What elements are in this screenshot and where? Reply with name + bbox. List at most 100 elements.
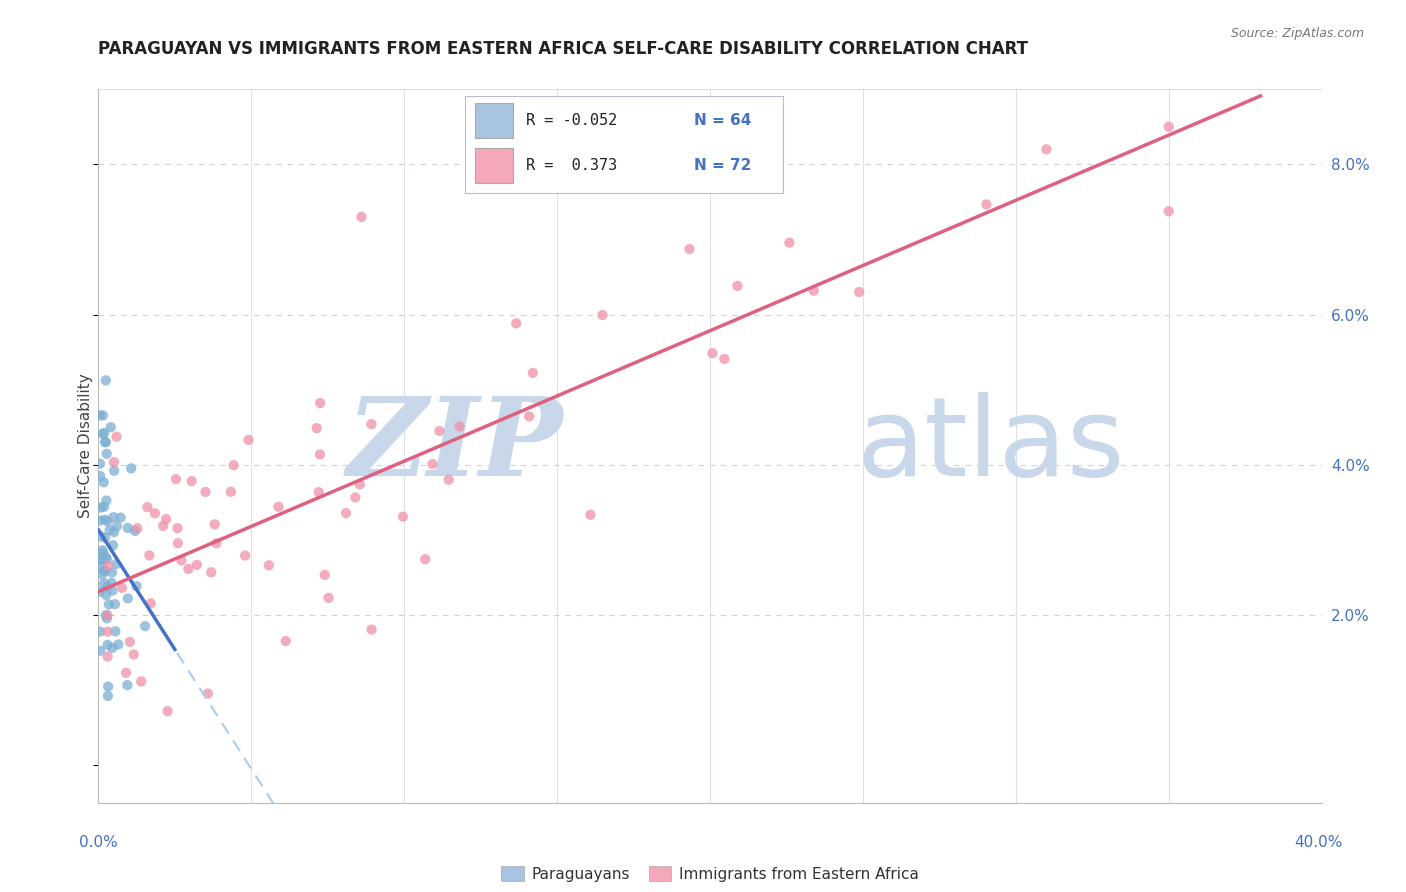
Point [100, 420, 122, 434]
Point [91, 567, 114, 582]
Point [105, 430, 128, 444]
Text: ZIP: ZIP [347, 392, 564, 500]
Point [803, 284, 825, 298]
Point [233, 549, 256, 563]
Point [308, 485, 330, 500]
Point [166, 536, 188, 550]
Point [93, 426, 115, 441]
Point [309, 396, 332, 410]
Point [522, 366, 544, 380]
Point [93, 475, 115, 490]
Point [94, 373, 117, 387]
Point [96, 611, 118, 625]
Point [97, 649, 120, 664]
Point [579, 508, 602, 522]
Point [143, 506, 166, 520]
Point [96, 552, 118, 566]
Point [848, 285, 870, 299]
Point [117, 678, 139, 692]
Text: 40.0%: 40.0% [1295, 836, 1343, 850]
Point [197, 687, 219, 701]
Point [238, 433, 260, 447]
Point [96, 447, 118, 461]
Point [194, 484, 217, 499]
Point [392, 509, 415, 524]
Point [111, 581, 134, 595]
Point [89, 624, 111, 639]
Point [778, 235, 800, 250]
Point [97, 624, 120, 639]
Point [96, 580, 118, 594]
Point [1157, 204, 1180, 219]
Point [155, 512, 177, 526]
Point [517, 409, 540, 424]
Point [101, 640, 124, 655]
Text: 0.0%: 0.0% [79, 836, 118, 850]
Y-axis label: Self-Care Disability: Self-Care Disability [77, 374, 93, 518]
Point [94, 549, 117, 564]
Point [305, 421, 328, 435]
Point [97, 598, 120, 612]
Point [105, 519, 128, 533]
Point [205, 536, 228, 550]
Point [90, 552, 112, 566]
Point [134, 619, 156, 633]
Point [89, 513, 111, 527]
Point [136, 500, 159, 515]
Point [360, 417, 382, 432]
Point [91, 543, 114, 558]
Text: PARAGUAYAN VS IMMIGRANTS FROM EASTERN AFRICA SELF-CARE DISABILITY CORRELATION CH: PARAGUAYAN VS IMMIGRANTS FROM EASTERN AF… [98, 40, 1028, 58]
Point [124, 524, 146, 538]
Point [96, 638, 118, 652]
Point [125, 579, 148, 593]
Point [91, 426, 114, 441]
Point [89, 644, 111, 658]
Point [97, 689, 120, 703]
Point [96, 514, 118, 528]
Point [335, 506, 357, 520]
Point [101, 583, 124, 598]
Point [94, 608, 117, 623]
Point [1035, 142, 1057, 156]
Point [101, 538, 124, 552]
Point [94, 513, 117, 527]
Point [93, 564, 115, 578]
Point [90, 530, 112, 544]
Point [103, 464, 125, 478]
Point [97, 608, 120, 623]
Point [976, 197, 998, 211]
Point [429, 424, 451, 438]
Point [105, 557, 128, 571]
Point [98, 523, 121, 537]
Point [90, 500, 112, 515]
Point [104, 597, 127, 611]
Point [274, 634, 297, 648]
Point [180, 474, 202, 488]
Point [93, 500, 115, 514]
Point [257, 558, 280, 573]
Point [94, 588, 117, 602]
Legend: Paraguayans, Immigrants from Eastern Africa: Paraguayans, Immigrants from Eastern Afr… [495, 860, 925, 888]
Point [117, 591, 139, 606]
Point [505, 317, 527, 331]
Point [350, 210, 373, 224]
Point [90, 560, 112, 574]
Point [103, 510, 125, 524]
Point [449, 419, 471, 434]
Point [103, 524, 125, 539]
Point [110, 510, 132, 524]
Point [100, 575, 122, 590]
Point [107, 637, 129, 651]
Point [165, 472, 187, 486]
Point [314, 567, 336, 582]
Point [97, 680, 120, 694]
Text: atlas: atlas [856, 392, 1125, 500]
Point [103, 455, 125, 469]
Point [127, 521, 149, 535]
Point [91, 409, 114, 423]
Point [94, 435, 117, 450]
Point [129, 674, 152, 689]
Point [89, 469, 111, 483]
Point [360, 623, 382, 637]
Point [309, 447, 332, 461]
